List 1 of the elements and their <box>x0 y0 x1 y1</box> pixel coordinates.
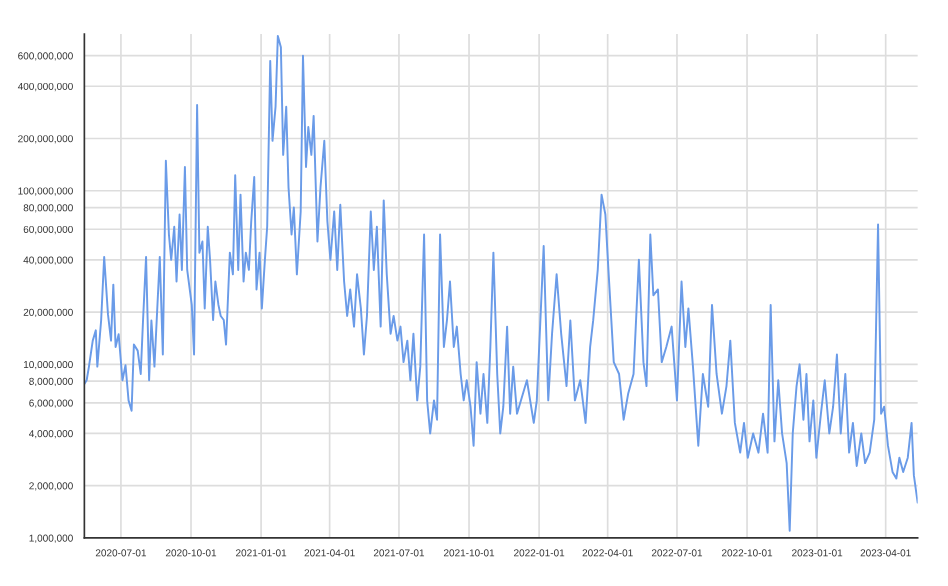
line-series <box>84 34 918 532</box>
